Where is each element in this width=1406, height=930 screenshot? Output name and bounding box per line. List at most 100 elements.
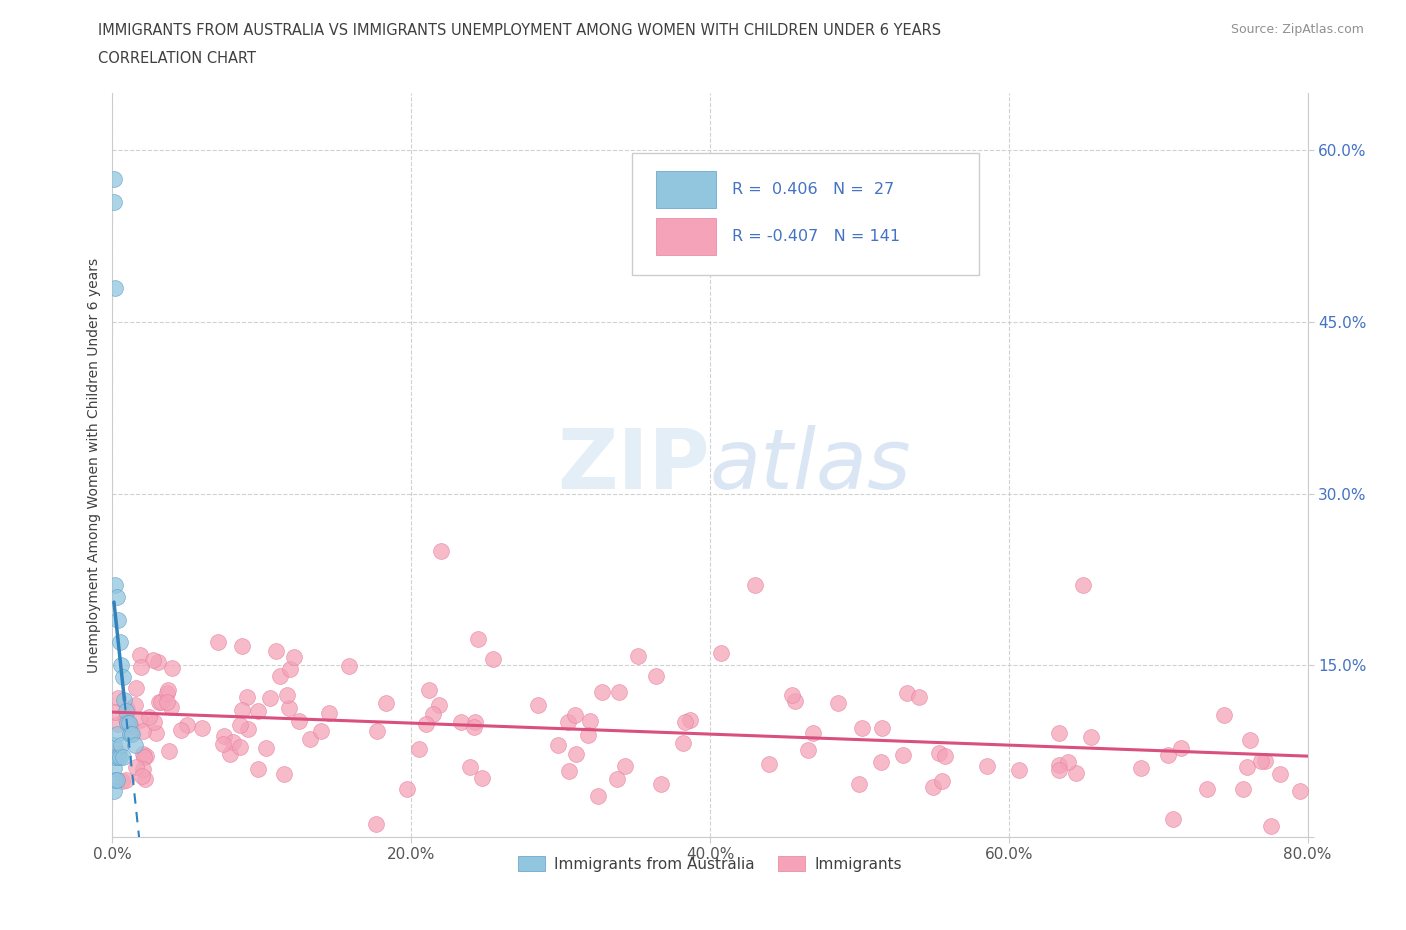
Point	[266, 644, 288, 658]
Point	[145, 725, 167, 740]
Point	[928, 746, 950, 761]
Point	[976, 758, 998, 773]
Point	[134, 750, 156, 764]
Point	[103, 761, 125, 776]
Point	[128, 712, 150, 727]
FancyBboxPatch shape	[657, 171, 716, 208]
Point	[231, 703, 253, 718]
Point	[527, 698, 550, 712]
Point	[118, 717, 141, 732]
FancyBboxPatch shape	[633, 153, 979, 275]
Point	[129, 648, 152, 663]
Point	[1047, 763, 1070, 777]
Point	[710, 645, 733, 660]
Point	[156, 695, 179, 710]
Point	[103, 171, 125, 186]
Point	[467, 632, 489, 647]
Point	[170, 723, 193, 737]
Point	[318, 706, 340, 721]
Point	[157, 683, 180, 698]
Text: ZIP: ZIP	[558, 424, 710, 506]
Point	[848, 777, 870, 791]
Point	[104, 772, 127, 787]
Point	[110, 658, 132, 672]
Point	[1056, 754, 1078, 769]
Point	[120, 726, 142, 741]
Point	[1197, 782, 1219, 797]
Point	[415, 716, 437, 731]
Point	[283, 650, 305, 665]
Point	[1250, 753, 1272, 768]
Point	[148, 695, 170, 710]
Text: R = -0.407   N = 141: R = -0.407 N = 141	[731, 229, 900, 244]
Point	[1080, 730, 1102, 745]
Point	[744, 578, 766, 592]
Point	[1232, 782, 1254, 797]
Point	[613, 758, 636, 773]
Point	[1212, 708, 1234, 723]
Point	[236, 721, 259, 736]
Point	[107, 717, 129, 732]
Point	[156, 685, 179, 700]
Point	[110, 738, 132, 753]
Point	[111, 670, 134, 684]
Point	[298, 732, 321, 747]
Point	[1049, 758, 1071, 773]
Point	[235, 689, 257, 704]
Point	[1157, 748, 1180, 763]
Point	[337, 659, 360, 674]
Point	[142, 714, 165, 729]
Point	[104, 750, 127, 764]
Point	[125, 681, 148, 696]
Point	[395, 782, 418, 797]
Point	[131, 768, 153, 783]
Point	[1073, 578, 1095, 592]
Point	[212, 737, 235, 751]
Point	[908, 690, 931, 705]
Point	[430, 543, 453, 558]
Point	[132, 747, 155, 762]
Point	[758, 757, 780, 772]
Point	[1239, 733, 1261, 748]
Point	[607, 684, 630, 699]
Point	[134, 771, 156, 786]
Point	[207, 635, 229, 650]
Point	[1008, 763, 1031, 777]
Point	[364, 817, 387, 831]
Point	[579, 713, 602, 728]
Text: atlas: atlas	[710, 424, 911, 506]
Point	[375, 695, 398, 710]
Point	[115, 711, 138, 726]
Point	[1047, 726, 1070, 741]
Text: CORRELATION CHART: CORRELATION CHART	[98, 51, 256, 66]
Point	[104, 280, 127, 295]
Point	[276, 688, 298, 703]
Y-axis label: Unemployment Among Women with Children Under 6 years: Unemployment Among Women with Children U…	[87, 258, 101, 672]
Point	[229, 739, 252, 754]
Point	[891, 747, 914, 762]
Point	[103, 784, 125, 799]
Point	[1289, 784, 1312, 799]
Point	[254, 741, 277, 756]
Point	[146, 655, 169, 670]
Point	[135, 749, 157, 764]
Point	[558, 764, 581, 778]
Point	[464, 714, 486, 729]
Point	[922, 780, 945, 795]
Text: R =  0.406   N =  27: R = 0.406 N = 27	[731, 182, 894, 197]
Point	[366, 724, 388, 738]
Point	[124, 759, 146, 774]
Point	[1129, 760, 1152, 775]
Point	[870, 721, 893, 736]
Point	[418, 683, 440, 698]
Point	[1260, 818, 1282, 833]
Point	[115, 704, 138, 719]
Point	[627, 649, 650, 664]
Point	[117, 701, 139, 716]
Point	[827, 695, 849, 710]
Point	[129, 659, 152, 674]
Point	[149, 695, 172, 710]
Point	[422, 707, 444, 722]
Point	[114, 692, 135, 707]
Point	[259, 691, 281, 706]
